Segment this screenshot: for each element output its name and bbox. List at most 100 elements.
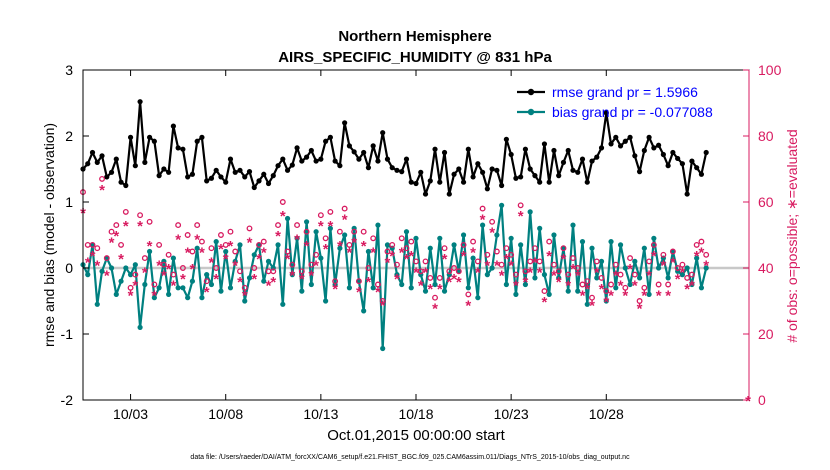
- rmse-point: [541, 141, 548, 147]
- obs-possible-marker: [536, 258, 543, 265]
- rmse-point: [437, 179, 443, 185]
- rmse-point: [470, 174, 476, 180]
- obs-possible-marker: [674, 265, 681, 271]
- rmse-point: [104, 174, 110, 180]
- bias-point: [137, 324, 143, 330]
- bias-point: [108, 265, 115, 271]
- bias-point: [689, 281, 695, 288]
- obs-possible-marker: [151, 281, 158, 288]
- obs-possible-marker: [669, 248, 676, 255]
- rmse-point: [522, 146, 529, 152]
- rmse-point: [327, 134, 333, 140]
- obs-possible-marker: [374, 281, 381, 288]
- rmse-point: [318, 156, 324, 162]
- bias-point: [170, 255, 176, 261]
- bias-point: [127, 272, 134, 278]
- rmse-point: [175, 145, 181, 151]
- obs-evaluated-marker: *: [366, 274, 372, 291]
- rmse-point: [242, 174, 248, 180]
- obs-possible-marker: [517, 202, 524, 209]
- rmse-point: [399, 169, 405, 175]
- rmse-point: [465, 146, 471, 152]
- obs-evaluated-marker: *: [351, 235, 357, 252]
- chart-title: Northern Hemisphere: [338, 28, 491, 45]
- obs-evaluated-marker: *: [389, 248, 395, 265]
- bias-point: [508, 235, 514, 241]
- obs-possible-marker: [208, 245, 215, 252]
- obs-evaluated-marker: *: [684, 281, 690, 298]
- obs-evaluated-marker: *: [437, 281, 443, 298]
- obs-possible-marker: [679, 261, 686, 268]
- obs-possible-marker: [493, 248, 500, 255]
- obs-evaluated-marker: *: [323, 241, 329, 258]
- rmse-point: [408, 179, 414, 185]
- obs-evaluated-marker: *: [679, 264, 685, 281]
- obs-evaluated-marker: *: [156, 258, 162, 275]
- obs-evaluated-marker: *: [109, 235, 115, 252]
- obs-evaluated-marker: *: [380, 297, 386, 314]
- obs-evaluated-marker: *: [527, 264, 533, 281]
- bias-point: [503, 281, 509, 288]
- obs-possible-marker: [508, 251, 515, 258]
- obs-evaluated-marker: *: [641, 287, 647, 304]
- obs-evaluated-marker: *: [537, 264, 543, 281]
- bias-point: [213, 239, 219, 245]
- obs-possible-marker: [360, 228, 367, 235]
- obs-evaluated-marker: *: [694, 248, 700, 265]
- bias-point: [598, 258, 605, 264]
- rmse-point: [189, 171, 196, 177]
- rmse-point: [218, 174, 224, 180]
- y-right-tick-label: 80: [758, 128, 774, 144]
- bias-point: [684, 265, 690, 271]
- obs-evaluated-marker: *: [304, 238, 310, 255]
- rmse-point: [446, 191, 452, 197]
- bias-point: [294, 235, 300, 241]
- bias-point: [218, 288, 224, 294]
- obs-evaluated-marker: *: [385, 254, 391, 271]
- rmse-point: [356, 156, 362, 162]
- obs-evaluated-marker: *: [456, 274, 462, 291]
- obs-evaluated-marker: *: [99, 182, 105, 199]
- bias-point: [513, 291, 519, 297]
- y-tick-label: 1: [65, 194, 73, 210]
- rmse-point: [665, 163, 671, 169]
- bias-point: [242, 298, 248, 304]
- obs-possible-marker: [546, 238, 553, 245]
- obs-possible-marker: [384, 248, 391, 255]
- rmse-point: [261, 171, 267, 177]
- rmse-point: [375, 158, 381, 164]
- obs-possible-marker: [237, 268, 243, 275]
- bias-point: [246, 275, 253, 281]
- obs-possible-marker: [541, 288, 548, 295]
- obs-possible-marker: [89, 241, 96, 248]
- obs-possible-marker: [379, 298, 386, 304]
- rmse-point: [251, 184, 257, 191]
- obs-evaluated-marker: *: [418, 278, 424, 295]
- bias-point: [551, 232, 557, 238]
- obs-evaluated-marker: *: [218, 241, 224, 258]
- obs-possible-marker: [413, 258, 419, 265]
- rmse-point: [389, 165, 395, 171]
- bias-point: [232, 258, 238, 264]
- obs-evaluated-marker: *: [613, 268, 619, 285]
- rmse-point: [418, 169, 424, 175]
- obs-evaluated-marker: *: [451, 271, 457, 288]
- bias-point: [641, 245, 647, 251]
- obs-possible-marker: [589, 294, 595, 301]
- bias-point: [413, 235, 419, 241]
- rmse-point: [660, 151, 666, 158]
- legend-marker-rmse: [527, 88, 535, 96]
- bias-point: [365, 248, 372, 255]
- rmse-point: [208, 175, 215, 181]
- rmse-point: [89, 149, 96, 156]
- bias-point: [337, 245, 343, 251]
- obs-possible-marker: [99, 175, 105, 182]
- obs-evaluated-marker: *: [147, 238, 153, 255]
- obs-evaluated-marker: *: [465, 297, 471, 314]
- rmse-point: [603, 110, 609, 116]
- obs-evaluated-marker: *: [294, 231, 300, 248]
- obs-evaluated-marker: *: [404, 251, 410, 268]
- rmse-point: [656, 142, 662, 148]
- obs-evaluated-marker: *: [180, 271, 186, 288]
- bias-point: [275, 242, 281, 248]
